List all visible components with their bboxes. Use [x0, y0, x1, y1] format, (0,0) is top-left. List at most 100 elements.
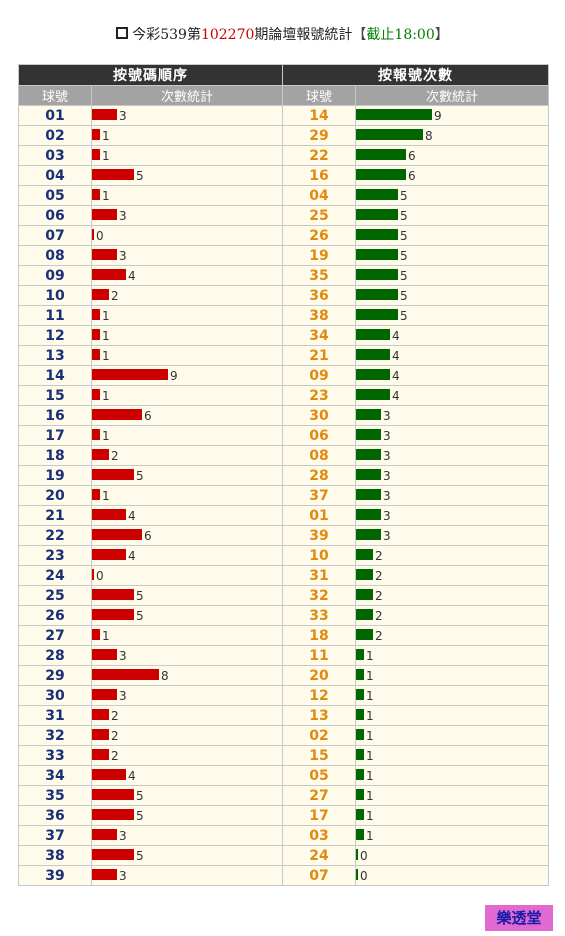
- left-count-bar: [92, 489, 100, 500]
- left-ball-number: 17: [18, 425, 92, 446]
- left-count-value: 4: [128, 508, 136, 523]
- left-count-value: 1: [102, 308, 110, 323]
- right-count-bar: [356, 429, 381, 440]
- left-ball-number: 27: [18, 625, 92, 646]
- right-count-value: 5: [400, 268, 408, 283]
- left-count-bar: [92, 749, 109, 760]
- table-row: 24 0 31 2: [18, 565, 549, 586]
- right-count-value: 2: [375, 608, 383, 623]
- right-count-cell: 1: [355, 665, 549, 686]
- right-count-cell: 5: [355, 185, 549, 206]
- left-count-value: 5: [136, 848, 144, 863]
- table-row: 36 5 17 1: [18, 805, 549, 826]
- left-count-cell: 5: [91, 845, 283, 866]
- left-ball-number: 37: [18, 825, 92, 846]
- right-count-value: 1: [366, 728, 374, 743]
- right-ball-number: 13: [282, 705, 356, 726]
- left-count-cell: 1: [91, 425, 283, 446]
- left-count-value: 5: [136, 608, 144, 623]
- left-ball-number: 26: [18, 605, 92, 626]
- left-count-value: 1: [102, 488, 110, 503]
- right-count-cell: 0: [355, 845, 549, 866]
- left-count-cell: 3: [91, 865, 283, 886]
- left-count-cell: 8: [91, 665, 283, 686]
- right-count-value: 3: [383, 468, 391, 483]
- left-count-cell: 1: [91, 385, 283, 406]
- left-count-bar: [92, 409, 142, 420]
- right-count-value: 1: [366, 788, 374, 803]
- right-count-bar: [356, 249, 398, 260]
- left-count-value: 2: [111, 448, 119, 463]
- col-header-stats-right: 次數統計: [355, 85, 549, 106]
- right-ball-number: 02: [282, 725, 356, 746]
- right-count-bar: [356, 349, 390, 360]
- left-ball-number: 08: [18, 245, 92, 266]
- left-count-cell: 3: [91, 105, 283, 126]
- left-ball-number: 19: [18, 465, 92, 486]
- left-count-bar: [92, 429, 100, 440]
- table-row: 20 1 37 3: [18, 485, 549, 506]
- right-ball-number: 20: [282, 665, 356, 686]
- left-count-bar: [92, 209, 117, 220]
- right-count-bar: [356, 809, 364, 820]
- left-ball-number: 28: [18, 645, 92, 666]
- left-count-value: 6: [144, 408, 152, 423]
- left-count-cell: 1: [91, 325, 283, 346]
- right-count-bar: [356, 289, 398, 300]
- right-count-bar: [356, 629, 373, 640]
- left-ball-number: 31: [18, 705, 92, 726]
- right-count-bar: [356, 589, 373, 600]
- left-count-cell: 5: [91, 585, 283, 606]
- left-ball-number: 36: [18, 805, 92, 826]
- left-count-value: 2: [111, 728, 119, 743]
- left-ball-number: 25: [18, 585, 92, 606]
- left-count-value: 4: [128, 548, 136, 563]
- left-count-cell: 4: [91, 265, 283, 286]
- right-count-value: 5: [400, 228, 408, 243]
- right-count-bar: [356, 389, 390, 400]
- left-count-bar: [92, 769, 126, 780]
- table-row: 27 1 18 2: [18, 625, 549, 646]
- table-row: 38 5 24 0: [18, 845, 549, 866]
- right-ball-number: 26: [282, 225, 356, 246]
- right-section-title: 按報號次數: [282, 64, 549, 86]
- right-count-value: 5: [400, 208, 408, 223]
- left-count-cell: 6: [91, 525, 283, 546]
- right-count-cell: 9: [355, 105, 549, 126]
- left-count-bar: [92, 369, 168, 380]
- left-count-bar: [92, 269, 126, 280]
- right-count-value: 1: [366, 808, 374, 823]
- stats-table: 按號碼順序 按報號次數 球號 次數統計 球號 次數統計 01 3 14 9 02 1 29 8…: [18, 64, 549, 886]
- right-ball-number: 03: [282, 825, 356, 846]
- table-row: 17 1 06 3: [18, 425, 549, 446]
- right-count-cell: 5: [355, 285, 549, 306]
- table-row: 28 3 11 1: [18, 645, 549, 666]
- table-row: 14 9 09 4: [18, 365, 549, 386]
- right-count-bar: [356, 449, 381, 460]
- left-count-cell: 3: [91, 645, 283, 666]
- right-ball-number: 17: [282, 805, 356, 826]
- site-logo[interactable]: 樂透堂: [485, 905, 553, 931]
- right-ball-number: 09: [282, 365, 356, 386]
- left-count-value: 3: [119, 248, 127, 263]
- left-count-value: 3: [119, 208, 127, 223]
- right-ball-number: 18: [282, 625, 356, 646]
- right-ball-number: 30: [282, 405, 356, 426]
- table-row: 23 4 10 2: [18, 545, 549, 566]
- left-ball-number: 15: [18, 385, 92, 406]
- left-count-cell: 2: [91, 445, 283, 466]
- table-row: 29 8 20 1: [18, 665, 549, 686]
- right-count-value: 1: [366, 748, 374, 763]
- right-count-value: 5: [400, 308, 408, 323]
- bracket-open: 【: [352, 27, 367, 43]
- right-ball-number: 37: [282, 485, 356, 506]
- table-row: 03 1 22 6: [18, 145, 549, 166]
- right-count-bar: [356, 209, 398, 220]
- table-row: 08 3 19 5: [18, 245, 549, 266]
- table-row: 37 3 03 1: [18, 825, 549, 846]
- left-count-bar: [92, 289, 109, 300]
- page-title: 今彩539第102270期論壇報號統計【截止18:00】: [0, 26, 565, 44]
- right-count-value: 1: [366, 688, 374, 703]
- left-count-cell: 4: [91, 545, 283, 566]
- right-ball-number: 10: [282, 545, 356, 566]
